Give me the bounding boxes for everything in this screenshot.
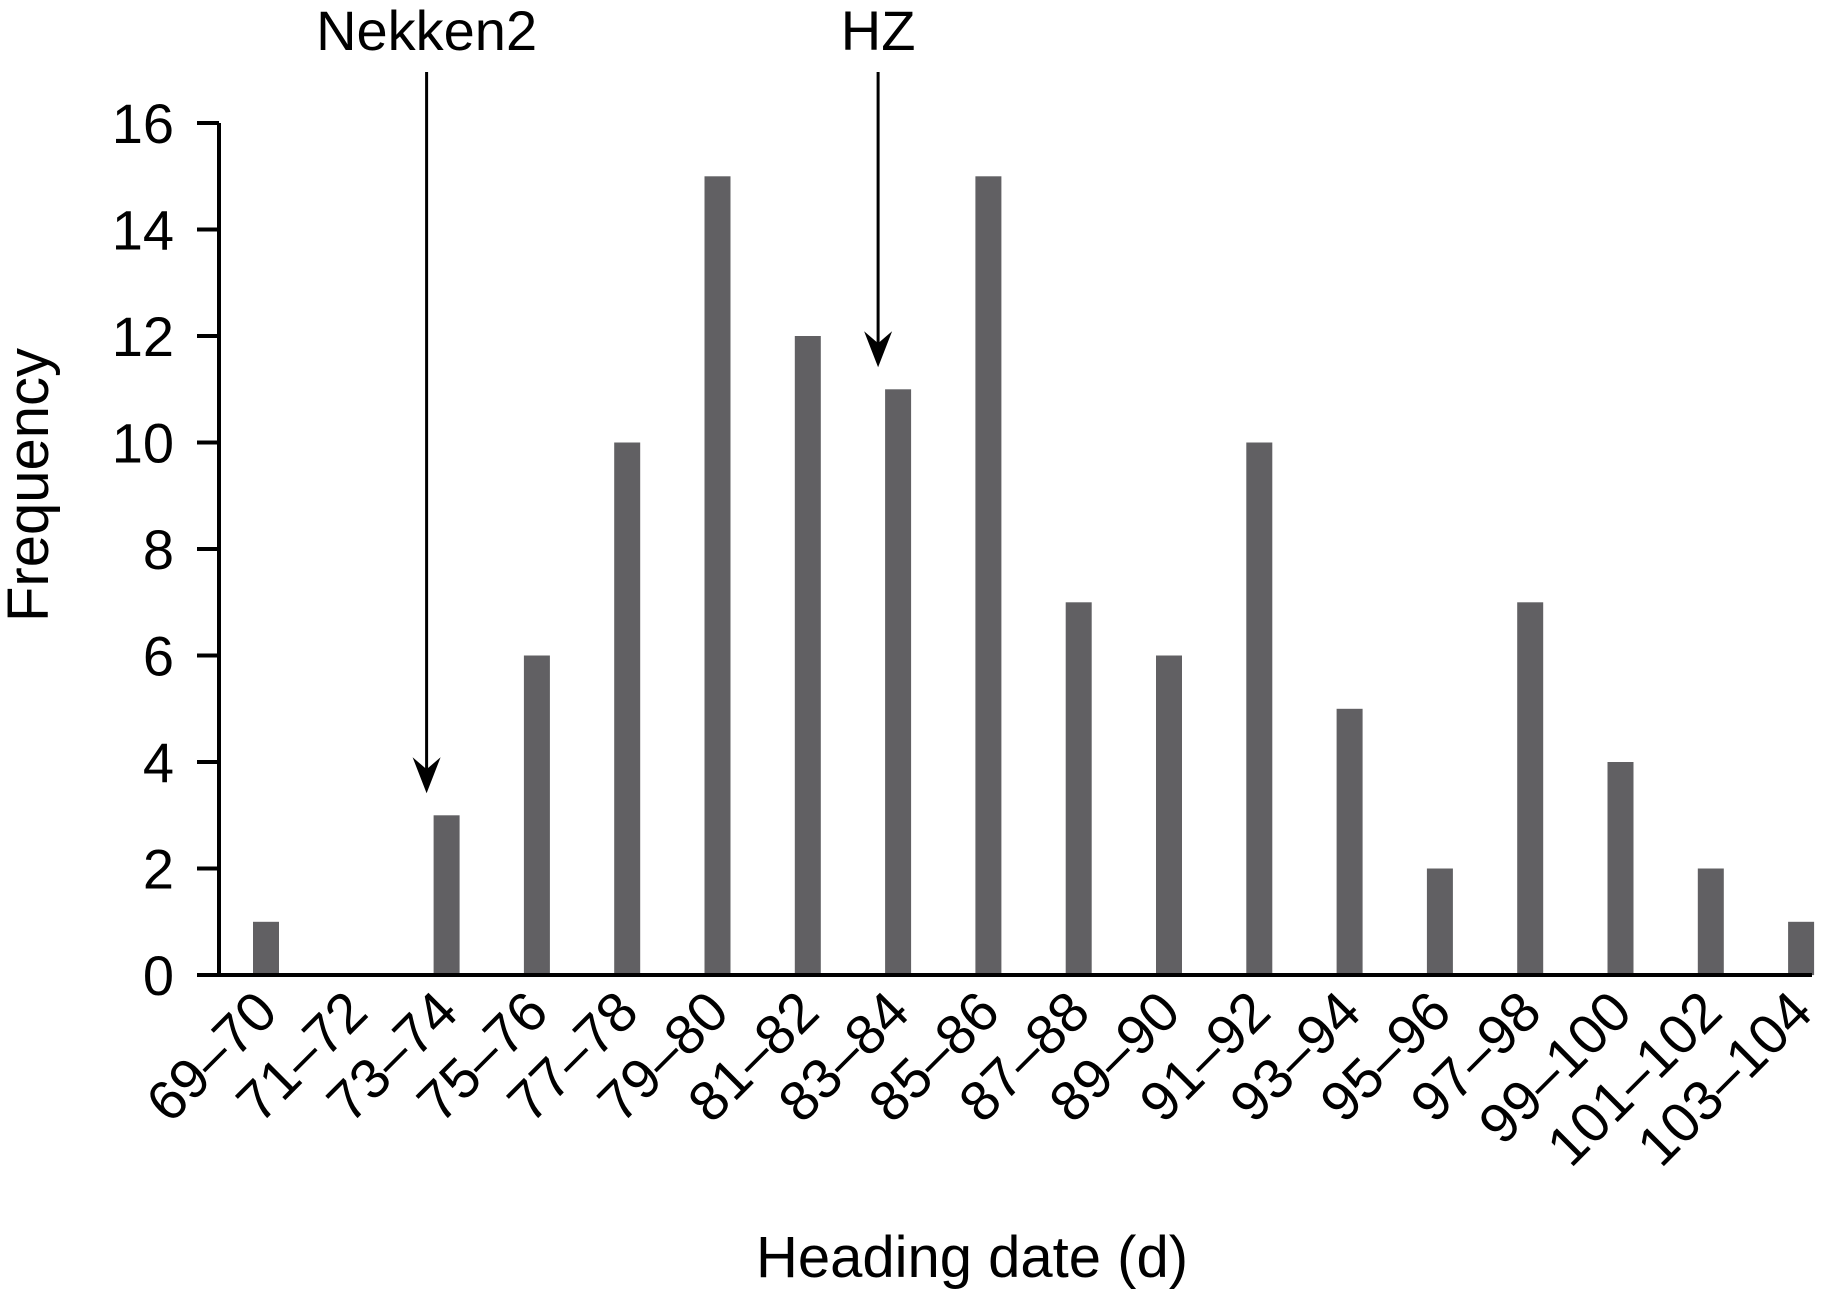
bar-101–102 <box>1697 868 1724 975</box>
bar-95–96 <box>1426 868 1453 975</box>
bar-85–86 <box>975 176 1002 976</box>
bar-75–76 <box>523 655 550 975</box>
bar-77–78 <box>614 442 641 975</box>
bar-103–104 <box>1788 921 1815 976</box>
bar-99–100 <box>1607 762 1634 975</box>
bar-81–82 <box>794 336 821 975</box>
bar-83–84 <box>885 389 912 976</box>
x-axis-title: Heading date (d) <box>756 1225 1188 1290</box>
bars-layer <box>253 176 1815 976</box>
y-axis-title: Frequency <box>0 348 61 622</box>
y-tick-label: 0 <box>143 944 174 1007</box>
axes-layer: 024681012141669–7071–7273–7475–7677–7879… <box>112 92 1824 1178</box>
y-tick-label: 6 <box>143 625 174 688</box>
y-tick-label: 4 <box>143 731 174 794</box>
bar-79–80 <box>704 176 731 976</box>
bar-73–74 <box>433 815 460 976</box>
bar-89–90 <box>1156 655 1182 975</box>
bar-93–94 <box>1336 708 1363 976</box>
y-tick-label: 12 <box>112 305 174 368</box>
bar-69–70 <box>253 921 279 976</box>
annotation-arrow-head <box>412 757 441 794</box>
annotation-label: Nekken2 <box>316 0 537 62</box>
y-tick-label: 10 <box>112 412 174 475</box>
bar-87–88 <box>1065 602 1092 976</box>
bar-91–92 <box>1246 442 1273 975</box>
y-tick-label: 16 <box>112 92 174 155</box>
y-tick-label: 14 <box>112 199 174 262</box>
y-tick-label: 2 <box>143 838 174 901</box>
annotation-arrow-head <box>864 331 893 368</box>
y-tick-label: 8 <box>143 518 174 581</box>
bar-97–98 <box>1517 602 1544 976</box>
annotation-label: HZ <box>841 0 916 62</box>
annotations-layer: Nekken2 HZ <box>316 0 916 794</box>
